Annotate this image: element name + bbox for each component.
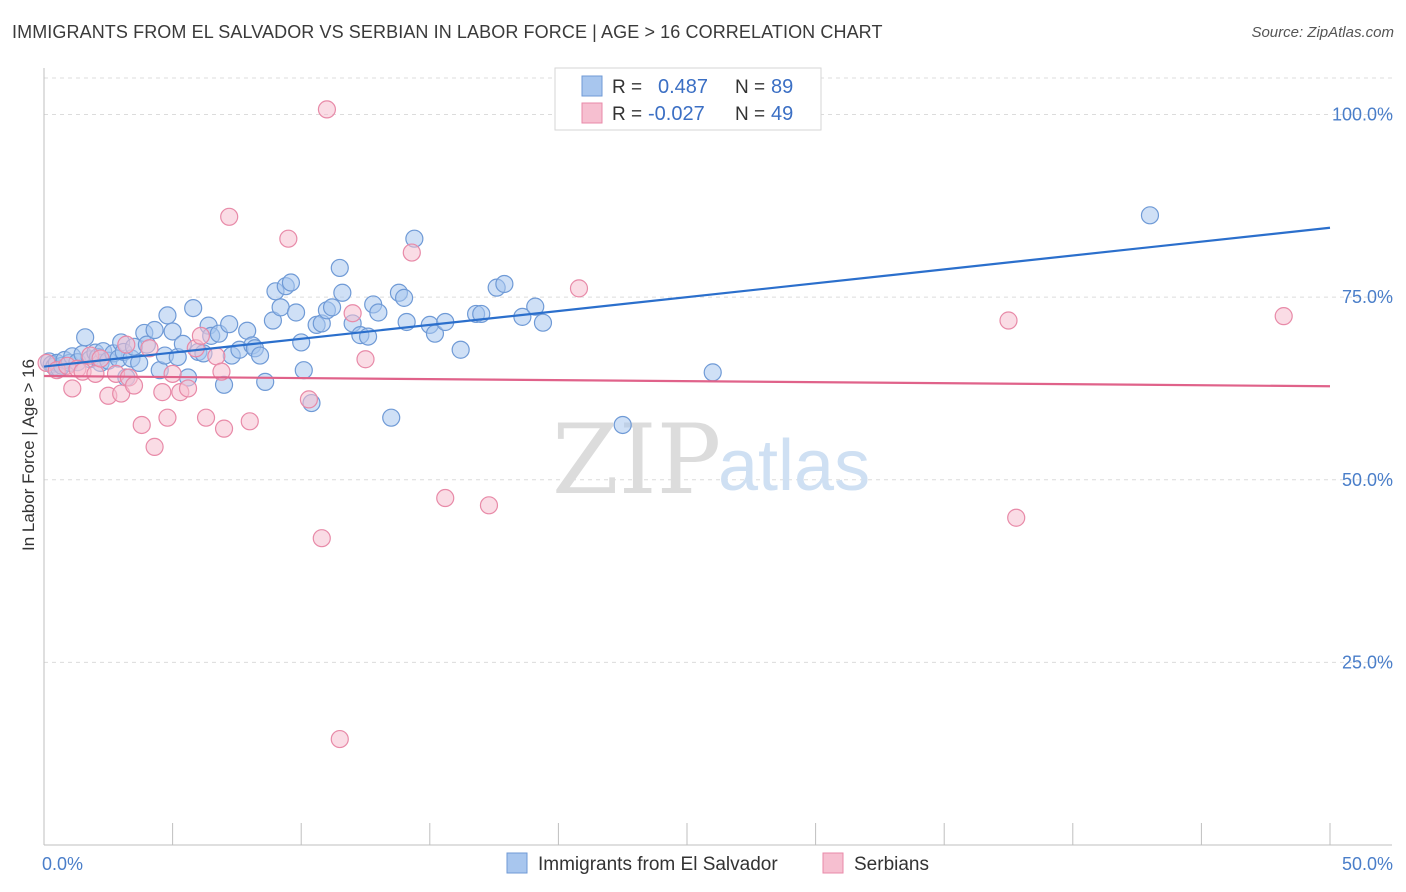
- point-series-1-86: [533, 313, 553, 332]
- legend-n-value-series-1: 89: [771, 76, 793, 98]
- point-series-1-65: [333, 283, 352, 302]
- watermark-zip: ZIP: [552, 404, 721, 516]
- point-series-2-22: [178, 379, 198, 398]
- y-tick-label-1: 50.0%: [1342, 470, 1393, 490]
- axes: [43, 68, 1392, 846]
- legend: R = 0.487 N = 89 R = -0.027 N = 49: [554, 67, 822, 131]
- trend-line-series-2: [43, 374, 1331, 388]
- point-series-2-32: [299, 390, 319, 409]
- point-series-2-20: [163, 364, 182, 383]
- point-series-2-38: [402, 243, 421, 262]
- point-series-2-40: [479, 496, 499, 515]
- point-series-2-37: [356, 350, 375, 369]
- point-series-2-11: [112, 384, 131, 403]
- y-tick-labels: 25.0% 50.0% 75.0% 100.0%: [1332, 105, 1393, 673]
- point-series-2-30: [240, 412, 259, 431]
- watermark-atlas: atlas: [718, 426, 870, 506]
- point-series-2-14: [124, 376, 144, 395]
- point-series-1-36: [184, 299, 203, 318]
- point-series-1-85: [526, 297, 545, 316]
- legend-swatch-series-2: [581, 102, 603, 124]
- point-series-2-36: [343, 304, 362, 323]
- point-series-2-33: [312, 529, 331, 548]
- point-series-1-28: [145, 320, 164, 340]
- legend-n-value-series-2: 49: [771, 103, 793, 125]
- point-series-2-17: [145, 437, 164, 456]
- point-series-1-50: [256, 372, 275, 391]
- point-series-2-15: [132, 415, 151, 435]
- x-tick-label-0: 0.0%: [42, 854, 83, 874]
- point-series-2-31: [279, 229, 298, 248]
- point-series-2-41: [569, 279, 589, 298]
- point-series-1-79: [451, 340, 470, 359]
- point-series-1-63: [322, 298, 342, 317]
- chart-title: IMMIGRANTS FROM EL SALVADOR VS SERBIAN I…: [12, 22, 883, 42]
- bottom-legend-label-series-1: Immigrants from El Salvador: [538, 854, 778, 875]
- point-series-1-70: [369, 303, 388, 322]
- point-series-2-43: [1007, 508, 1026, 527]
- point-series-1-83: [495, 274, 514, 294]
- legend-n-label-series-1: N =: [735, 77, 765, 98]
- bottom-legend: Immigrants from El Salvador Serbians: [506, 852, 929, 875]
- point-series-2-42: [999, 311, 1018, 330]
- bottom-legend-swatch-series-1: [506, 852, 528, 874]
- point-series-2-39: [436, 488, 455, 508]
- bottom-legend-swatch-series-2: [822, 852, 844, 874]
- y-tick-label-0: 25.0%: [1342, 652, 1393, 672]
- point-series-1-11: [76, 328, 95, 347]
- point-series-2-29: [220, 207, 239, 226]
- bottom-legend-label-series-2: Serbians: [854, 854, 929, 875]
- point-series-1-73: [394, 288, 414, 307]
- point-series-1-43: [220, 315, 239, 334]
- chart-source: Source: ZipAtlas.com: [1251, 24, 1394, 41]
- point-series-2-44: [1274, 307, 1293, 326]
- point-series-1-89: [1140, 206, 1160, 225]
- legend-r-value-series-1: 0.487: [658, 76, 708, 98]
- point-series-2-12: [117, 335, 136, 354]
- point-series-2-19: [158, 408, 177, 427]
- point-series-2-24: [191, 326, 210, 345]
- point-series-1-25: [130, 353, 149, 372]
- point-series-1-55: [281, 273, 301, 292]
- trend-line-series-1: [43, 226, 1331, 368]
- y-axis-label: In Labor Force | Age > 16: [19, 359, 38, 551]
- point-series-1-87: [613, 415, 632, 435]
- point-series-2-34: [317, 100, 337, 119]
- point-series-1-32: [163, 322, 182, 341]
- point-series-1-31: [158, 306, 177, 325]
- legend-n-label-series-2: N =: [735, 104, 765, 125]
- point-series-1-56: [286, 303, 306, 322]
- point-series-1-57: [292, 333, 311, 352]
- point-series-1-71: [382, 408, 401, 427]
- trend-lines: [43, 226, 1331, 388]
- legend-r-label-series-1: R =: [612, 77, 642, 98]
- point-series-2-7: [86, 364, 105, 383]
- point-series-2-8: [91, 349, 110, 368]
- x-tick-labels: 0.0% 50.0%: [42, 854, 1393, 874]
- legend-r-label-series-2: R =: [612, 104, 642, 125]
- point-series-1-49: [250, 346, 270, 365]
- watermark: ZIP atlas: [552, 404, 870, 516]
- point-series-2-35: [330, 729, 349, 749]
- point-series-2-28: [214, 419, 234, 438]
- y-tick-label-3: 100.0%: [1332, 105, 1393, 125]
- point-series-1-53: [271, 298, 290, 317]
- point-series-1-88: [703, 363, 722, 382]
- legend-swatch-series-1: [581, 75, 603, 97]
- point-series-2-18: [153, 383, 172, 402]
- point-series-2-3: [63, 379, 82, 398]
- legend-r-value-series-2: -0.027: [648, 103, 705, 125]
- y-tick-label-2: 75.0%: [1342, 287, 1393, 307]
- point-series-1-58: [294, 361, 313, 380]
- point-series-2-25: [196, 408, 216, 427]
- point-series-2-26: [207, 347, 226, 366]
- point-series-1-64: [330, 258, 349, 278]
- x-tick-label-1: 50.0%: [1342, 854, 1393, 874]
- point-series-2-16: [140, 339, 159, 358]
- point-series-2-27: [212, 362, 231, 381]
